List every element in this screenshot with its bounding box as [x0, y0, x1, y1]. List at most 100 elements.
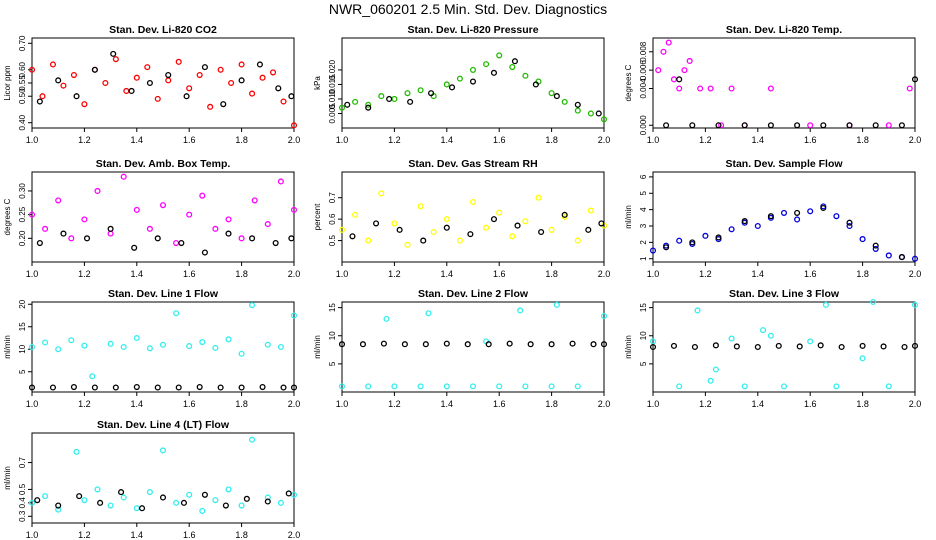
- data-point-blue: [872, 245, 879, 252]
- data-point-yellow: [561, 213, 568, 221]
- x-tick-label: 1.0: [336, 269, 349, 279]
- x-tick-label: 2.0: [598, 135, 611, 145]
- data-point-black: [401, 341, 408, 348]
- x-tick-label: 1.0: [26, 269, 39, 279]
- data-point-cyan: [28, 343, 36, 351]
- data-point-magenta: [94, 187, 101, 194]
- data-point-black: [574, 101, 581, 108]
- data-point-black: [60, 230, 67, 237]
- y-tick-label: 5: [639, 190, 648, 195]
- data-point-black: [396, 226, 403, 233]
- plot-frame: [31, 301, 295, 393]
- data-point-cyan: [443, 383, 450, 390]
- data-point-yellow: [443, 216, 450, 223]
- chart-panel: Stan. Dev. Li-820 Pressure kPa 1.0 1.2 1.4 1.…: [313, 24, 610, 145]
- data-point-cyan: [42, 339, 49, 346]
- data-point-black: [569, 340, 576, 347]
- data-point-cyan: [199, 507, 206, 514]
- data-point-cyan: [186, 343, 193, 350]
- data-point-yellow: [574, 237, 581, 244]
- x-tick-label: 1.2: [699, 135, 712, 145]
- data-point-cyan: [277, 499, 284, 506]
- x-tick-label: 1.4: [131, 399, 144, 409]
- data-point-black: [55, 77, 62, 84]
- plot-frame: [31, 432, 295, 524]
- data-point-black: [34, 497, 41, 504]
- data-point-black: [796, 343, 803, 350]
- y-tick-label: 2: [639, 240, 648, 245]
- chart-title: Stan. Dev. Line 1 Flow: [108, 288, 219, 300]
- data-point-yellow: [496, 209, 503, 216]
- data-point-cyan: [225, 336, 232, 343]
- data-point-black: [511, 58, 518, 65]
- data-point-black: [373, 220, 380, 227]
- data-point-black: [443, 340, 450, 347]
- chart-title: Stan. Dev. Amb. Box Temp.: [96, 158, 231, 170]
- plot-frame: [341, 37, 605, 129]
- x-tick-label: 1.8: [856, 135, 869, 145]
- data-point-black: [846, 219, 853, 226]
- data-point-black: [91, 384, 98, 391]
- data-point-blue: [807, 208, 814, 215]
- data-point-blue: [754, 222, 761, 230]
- data-point-black: [280, 384, 287, 391]
- data-point-cyan: [383, 315, 390, 322]
- data-point-cyan: [522, 383, 529, 390]
- data-point-yellow: [535, 194, 542, 201]
- data-point-black: [146, 79, 153, 87]
- data-point-black: [36, 98, 43, 105]
- data-point-magenta: [120, 173, 127, 180]
- data-point-black: [238, 77, 245, 84]
- y-tick-label: 6: [639, 174, 648, 179]
- y-tick-label: 0.3: [18, 510, 27, 522]
- data-point-cyan: [712, 366, 719, 373]
- data-point-yellow: [548, 226, 555, 233]
- data-point-black: [600, 341, 608, 348]
- data-point-black: [55, 502, 62, 509]
- data-point-red: [165, 77, 172, 84]
- data-point-cyan: [238, 502, 245, 509]
- data-point-black: [490, 216, 498, 223]
- data-point-black: [676, 76, 683, 83]
- data-point-yellow: [404, 241, 411, 248]
- data-point-red: [133, 74, 140, 81]
- data-point-magenta: [173, 240, 180, 247]
- data-point-black: [220, 101, 227, 108]
- y-tick-label: 0.6: [328, 213, 337, 225]
- data-point-black: [349, 233, 356, 240]
- data-point-cyan: [107, 340, 114, 347]
- data-point-yellow: [391, 220, 398, 227]
- data-point-cyan: [199, 338, 206, 346]
- y-axis-label: ml/min: [3, 335, 12, 359]
- data-point-cyan: [911, 301, 919, 308]
- data-point-black: [131, 244, 138, 251]
- data-point-cyan: [517, 307, 524, 314]
- y-tick-label: 0.50: [18, 88, 27, 104]
- data-point-black: [532, 81, 539, 88]
- data-point-black: [138, 505, 146, 512]
- data-point-magenta: [681, 67, 688, 74]
- data-point-blue: [702, 232, 709, 239]
- x-tick-label: 1.0: [647, 135, 660, 145]
- data-point-blue: [885, 252, 892, 259]
- data-point-black: [112, 384, 119, 391]
- data-point-green: [443, 81, 450, 88]
- data-point-black: [715, 234, 722, 241]
- chart-panel: Stan. Dev. Li-820 Temp. degrees C 1.0 1.2 1.…: [624, 24, 921, 145]
- y-tick-label: 0.20: [18, 230, 27, 246]
- y-tick-label: 0.010: [328, 88, 337, 109]
- x-tick-label: 1.6: [183, 530, 196, 540]
- data-point-black: [133, 383, 140, 391]
- y-tick-label: 3: [639, 223, 648, 228]
- data-point-yellow: [365, 237, 372, 244]
- y-tick-label: 0.020: [328, 59, 337, 80]
- data-point-magenta: [159, 202, 167, 209]
- x-tick-label: 1.6: [804, 269, 817, 279]
- data-point-magenta: [225, 216, 232, 223]
- y-axis-label: ml/min: [624, 335, 633, 359]
- data-point-black: [767, 213, 774, 220]
- x-tick-label: 1.4: [752, 269, 765, 279]
- data-point-black: [448, 84, 456, 91]
- data-point-black: [561, 211, 568, 218]
